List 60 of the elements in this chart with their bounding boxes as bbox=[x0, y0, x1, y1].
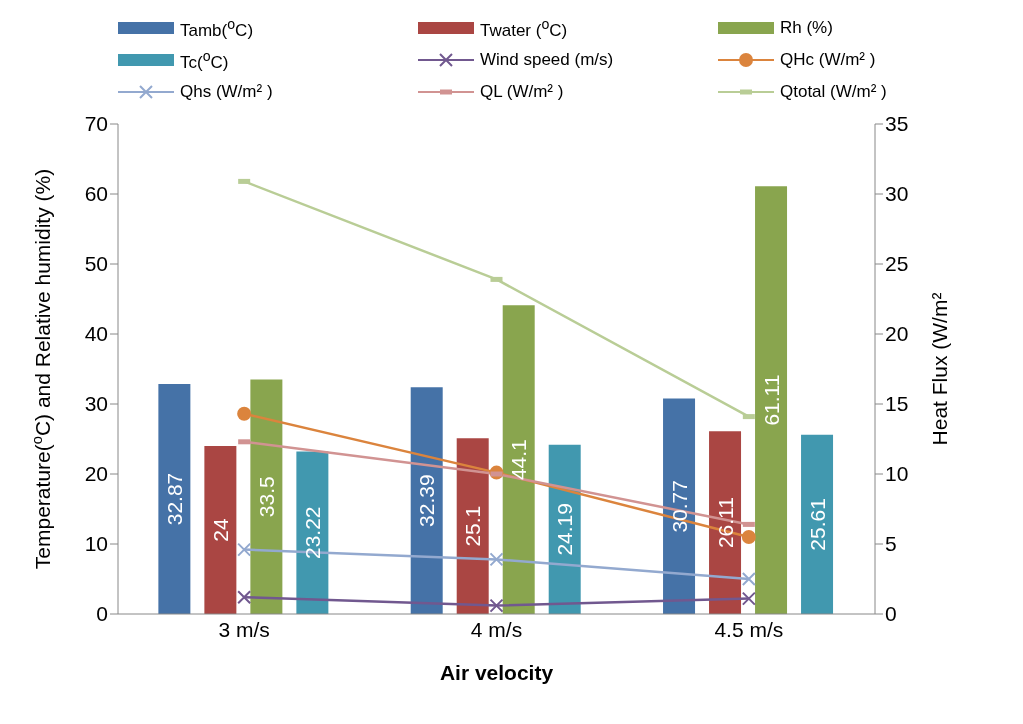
y-tick-label: 20 bbox=[84, 462, 108, 486]
bar bbox=[204, 446, 237, 614]
point bbox=[741, 530, 756, 544]
legend-label: Qtotal (W/m² ) bbox=[780, 82, 887, 102]
bar bbox=[456, 438, 489, 614]
y-tick-label: 60 bbox=[84, 182, 108, 206]
legend-label: Qhs (W/m² ) bbox=[180, 82, 273, 102]
y-tick-label: 10 bbox=[84, 532, 108, 556]
y2-tick-label: 15 bbox=[885, 392, 909, 416]
legend-label: Tc($^{o}$C) bbox=[180, 47, 229, 73]
point bbox=[741, 572, 756, 586]
bar bbox=[502, 305, 535, 614]
data-label: 33.5 bbox=[254, 476, 278, 518]
data-label: 30.77 bbox=[667, 480, 691, 533]
point bbox=[489, 552, 504, 567]
x-tick-label: 4.5 m/s bbox=[714, 617, 784, 641]
data-label: 44.1 bbox=[507, 439, 531, 481]
data-label: 26.11 bbox=[713, 497, 737, 549]
y2-tick-label: 30 bbox=[885, 182, 909, 206]
data-label: 61.11 bbox=[759, 374, 783, 426]
bar bbox=[410, 387, 443, 614]
y2-tick-label: 10 bbox=[885, 462, 909, 486]
point bbox=[237, 406, 252, 421]
x-tick-label: 3 m/s bbox=[218, 617, 270, 641]
y2-tick-label: 5 bbox=[885, 532, 897, 556]
y-tick-label: 0 bbox=[96, 602, 108, 626]
bar bbox=[158, 383, 191, 614]
legend-label: Tamb($^{o}$C) bbox=[180, 15, 254, 41]
y2-tick-label: 25 bbox=[885, 252, 909, 276]
y2-tick-label: 35 bbox=[885, 112, 909, 136]
data-label: 24 bbox=[208, 518, 232, 542]
legend-label: QL (W/m² ) bbox=[480, 82, 564, 102]
data-label: 32.87 bbox=[162, 472, 186, 526]
point bbox=[489, 598, 504, 613]
data-label: 25.1 bbox=[461, 505, 485, 547]
data-label: 32.39 bbox=[415, 474, 439, 527]
bar bbox=[663, 398, 696, 614]
legend-label: Twater ($^{o}$C) bbox=[480, 15, 568, 41]
data-label: 24.19 bbox=[553, 503, 577, 556]
point bbox=[237, 542, 252, 557]
y-tick-label: 70 bbox=[84, 112, 108, 136]
point bbox=[741, 591, 756, 606]
y2-tick-label: 20 bbox=[885, 322, 909, 346]
bar bbox=[296, 451, 329, 614]
y2-tick-label: 0 bbox=[885, 602, 897, 626]
data-label: 23.22 bbox=[300, 506, 324, 560]
y2-axis-title: Heat Flux (W/m² bbox=[928, 292, 951, 446]
x-axis-title: Air velocity bbox=[439, 661, 554, 684]
point bbox=[237, 590, 252, 605]
data-label: 25.61 bbox=[805, 498, 829, 551]
bar bbox=[801, 434, 834, 614]
y-tick-label: 30 bbox=[84, 392, 108, 416]
bar bbox=[250, 379, 283, 614]
legend-label: Rh (%) bbox=[780, 18, 833, 38]
y-tick-label: 40 bbox=[84, 322, 108, 346]
legend-label: Wind speed (m/s) bbox=[480, 50, 614, 70]
bar bbox=[755, 186, 788, 614]
legend-label: QHc (W/m² ) bbox=[780, 50, 876, 70]
x-tick-label: 4 m/s bbox=[470, 617, 523, 641]
y-tick-label: 50 bbox=[84, 252, 108, 276]
